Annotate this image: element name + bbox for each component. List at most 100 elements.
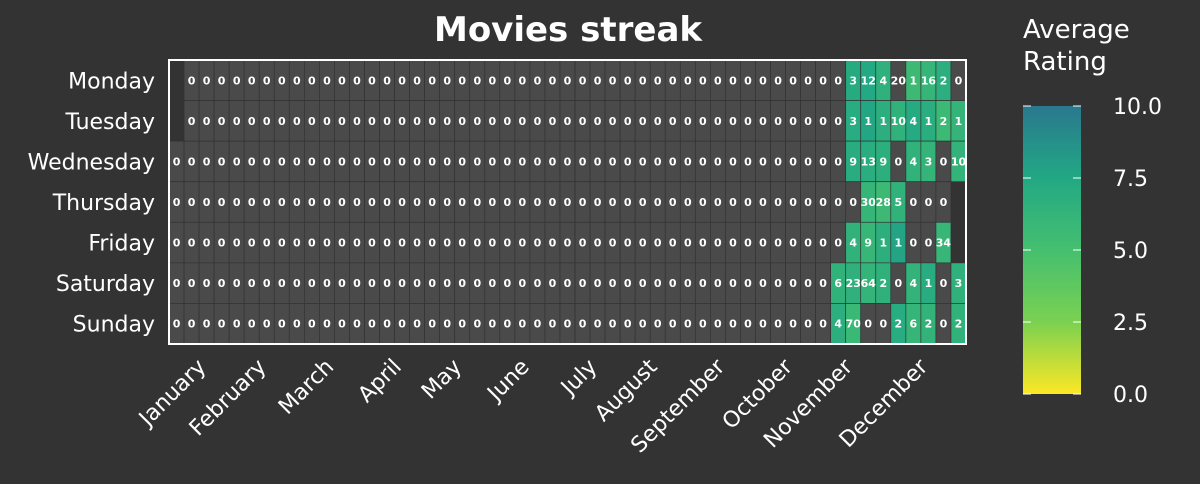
cell-count-label: 0 [534, 155, 542, 168]
cell-count-label: 0 [218, 237, 226, 250]
cell-count-label: 0 [293, 196, 301, 209]
cell-count-label: 4 [879, 74, 887, 87]
cell-count-label: 0 [428, 115, 436, 128]
cell-count-label: 0 [353, 196, 361, 209]
cell-count-label: 0 [203, 196, 211, 209]
cell-count-label: 0 [293, 74, 301, 87]
cell-count-label: 0 [473, 237, 481, 250]
cell-count-label: 0 [549, 196, 557, 209]
cell-count-label: 0 [458, 155, 466, 168]
cell-count-label: 0 [368, 74, 376, 87]
cell-count-label: 0 [804, 155, 812, 168]
cell-count-label: 0 [188, 196, 196, 209]
cell-count-label: 0 [398, 237, 406, 250]
cell-count-label: 0 [594, 318, 602, 331]
cell-count-label: 3 [849, 74, 857, 87]
cell-count-label: 0 [594, 196, 602, 209]
cell-count-label: 0 [248, 155, 256, 168]
cell-count-label: 0 [488, 115, 496, 128]
cell-count-label: 0 [398, 74, 406, 87]
cell-count-label: 0 [579, 115, 587, 128]
cell-count-label: 0 [233, 196, 241, 209]
cell-count-label: 0 [443, 74, 451, 87]
cell-count-label: 0 [188, 237, 196, 250]
cell-count-label: 0 [834, 74, 842, 87]
cell-count-label: 0 [443, 237, 451, 250]
cell-count-label: 0 [729, 196, 737, 209]
cell-count-label: 0 [323, 155, 331, 168]
cell-count-label: 0 [759, 196, 767, 209]
day-label: Thursday [52, 191, 155, 216]
cell-count-label: 0 [624, 196, 632, 209]
cell-count-label: 30 [861, 196, 877, 209]
cell-count-label: 10 [891, 115, 907, 128]
cell-count-label: 0 [684, 277, 692, 290]
cell-count-label: 0 [413, 115, 421, 128]
cell-count-label: 0 [609, 74, 617, 87]
cell-count-label: 0 [564, 277, 572, 290]
colorbar-ticks: 10.0 7.5 5.0 2.5 0.0 [1023, 95, 1162, 408]
cell-count-label: 0 [534, 196, 542, 209]
cell-count-label: 1 [925, 277, 933, 290]
cell-count-label: 0 [458, 237, 466, 250]
cell-count-label: 0 [188, 277, 196, 290]
cell-count-label: 0 [594, 74, 602, 87]
cell-count-label: 0 [413, 318, 421, 331]
cell-count-label: 0 [699, 115, 707, 128]
cell-count-label: 0 [458, 277, 466, 290]
cell-count-label: 0 [639, 74, 647, 87]
cell-count-label: 0 [443, 115, 451, 128]
cell-count-label: 0 [654, 155, 662, 168]
cell-count-label: 0 [579, 318, 587, 331]
cell-count-label: 2 [940, 74, 948, 87]
cell-count-label: 0 [804, 115, 812, 128]
cell-count-label: 0 [488, 318, 496, 331]
cell-count-label: 1 [910, 74, 918, 87]
cell-count-label: 0 [654, 237, 662, 250]
cell-count-label: 0 [639, 196, 647, 209]
cell-count-label: 0 [519, 277, 527, 290]
cell-count-label: 0 [248, 277, 256, 290]
cell-count-label: 0 [639, 237, 647, 250]
cell-count-label: 0 [744, 237, 752, 250]
cell-count-label: 0 [654, 115, 662, 128]
cell-count-label: 0 [263, 237, 271, 250]
cell-count-label: 0 [895, 277, 903, 290]
cell-count-label: 10 [951, 155, 967, 168]
cell-count-label: 0 [398, 115, 406, 128]
cell-count-label: 3 [925, 155, 933, 168]
cell-count-label: 4 [910, 277, 918, 290]
cell-count-label: 0 [684, 237, 692, 250]
cell-count-label: 4 [910, 115, 918, 128]
cell-count-label: 0 [759, 277, 767, 290]
cell-count-label: 9 [849, 155, 857, 168]
cell-count-label: 0 [398, 318, 406, 331]
cell-count-label: 0 [789, 74, 797, 87]
cell-count-label: 0 [173, 155, 181, 168]
cell-count-label: 0 [519, 196, 527, 209]
cell-count-label: 0 [398, 155, 406, 168]
cell-count-label: 0 [383, 155, 391, 168]
cell-count-label: 0 [473, 196, 481, 209]
cell-count-label: 0 [940, 196, 948, 209]
cell-count-label: 13 [861, 155, 876, 168]
cell-count-label: 0 [744, 155, 752, 168]
cell-count-label: 0 [504, 115, 512, 128]
cell-count-label: 0 [774, 115, 782, 128]
cell-count-label: 0 [293, 237, 301, 250]
cell-count-label: 0 [834, 115, 842, 128]
cell-count-label: 0 [744, 318, 752, 331]
cell-count-label: 0 [263, 155, 271, 168]
cell-count-label: 0 [428, 74, 436, 87]
cell-count-label: 0 [338, 237, 346, 250]
cell-count-label: 0 [263, 115, 271, 128]
day-label: Wednesday [28, 150, 155, 175]
cell-count-label: 0 [278, 277, 286, 290]
cell-count-label: 0 [624, 237, 632, 250]
cell-count-label: 0 [834, 196, 842, 209]
cell-count-label: 0 [804, 74, 812, 87]
cell-count-label: 0 [684, 318, 692, 331]
cell-count-label: 0 [428, 318, 436, 331]
cell-count-label: 0 [744, 115, 752, 128]
